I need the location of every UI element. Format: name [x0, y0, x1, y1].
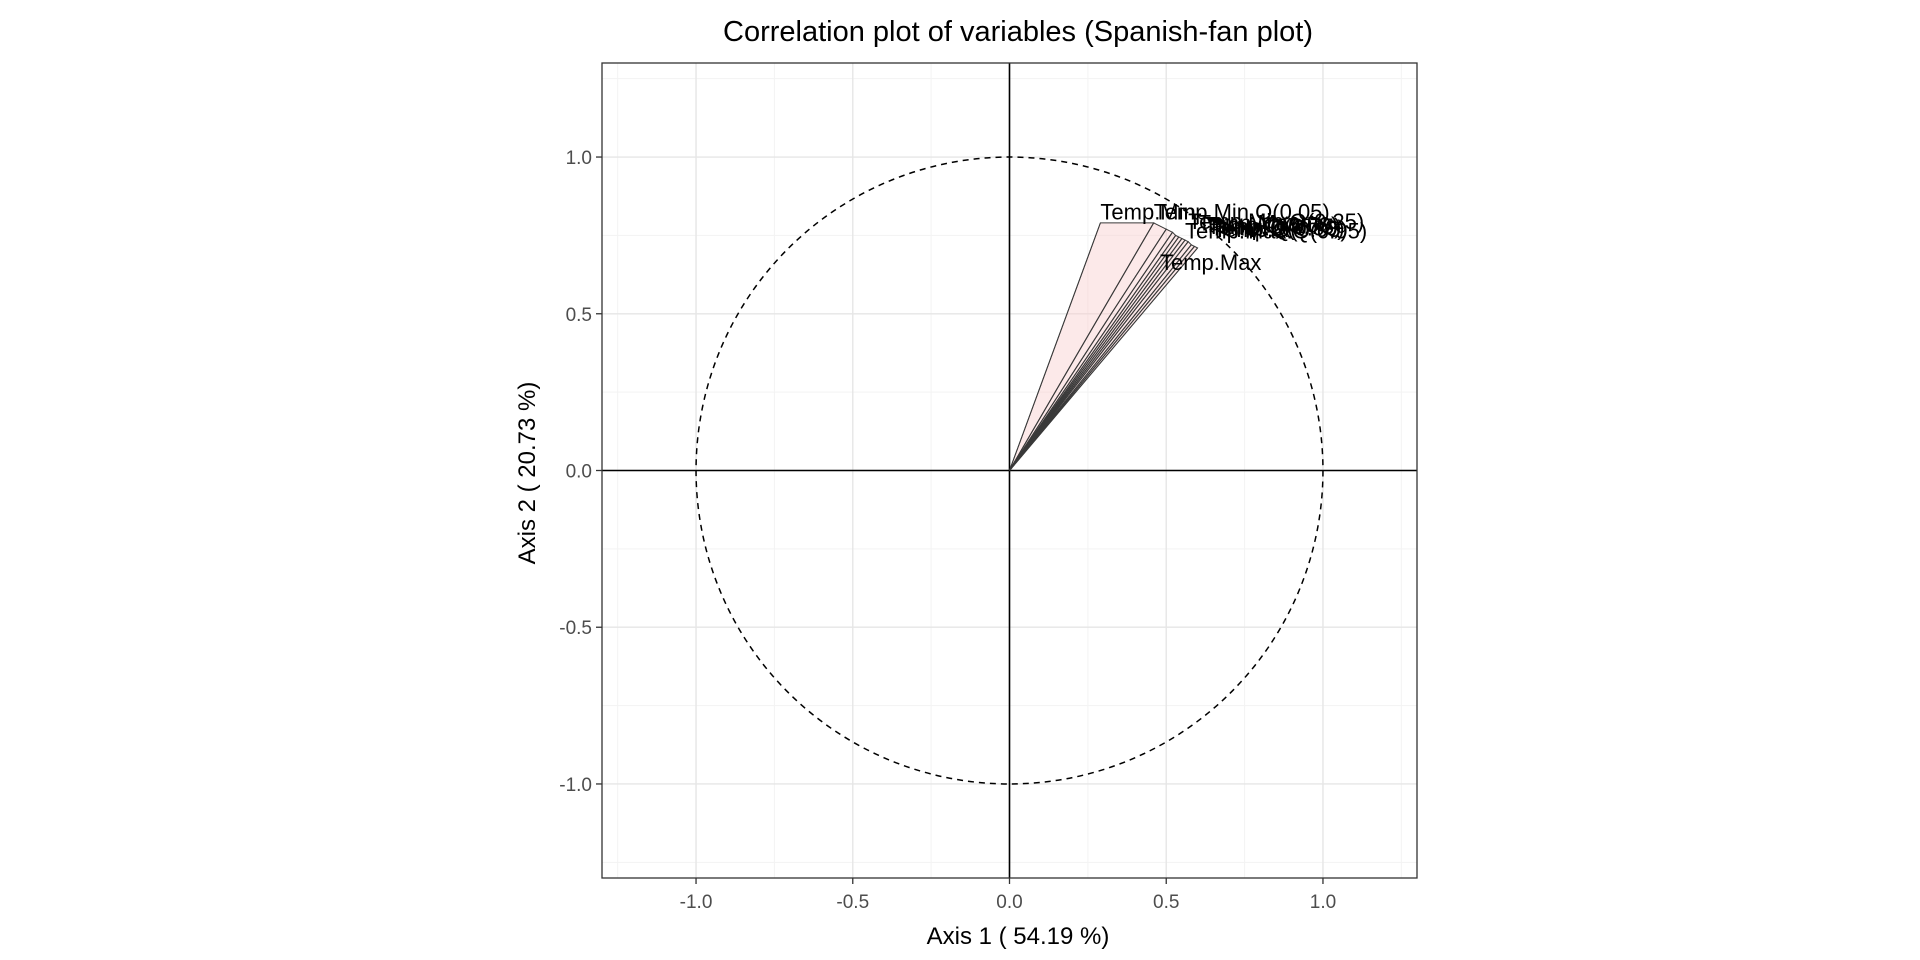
variable-label: Temp.Mean [1198, 211, 1313, 236]
unit-circle [695, 156, 1324, 785]
variable-vector [1009, 222, 1101, 471]
variable-labels: Temp.MinTemp.Min.Q(0.05)Temp.Min.Q(0.25)… [1100, 200, 1367, 275]
variable-vector [1009, 235, 1177, 471]
variable-vector [1009, 231, 1173, 471]
y-tick-label: 1.0 [566, 148, 592, 169]
variable-vector [1009, 247, 1198, 471]
x-tick-label: 0.0 [996, 892, 1022, 913]
variable-label: Temp.Min [1100, 200, 1195, 225]
variable-vector [1009, 246, 1195, 471]
variable-vector [1009, 241, 1189, 471]
x-tick-label: -0.5 [836, 892, 869, 913]
variable-vector [1009, 236, 1180, 471]
variable-vector [1009, 244, 1192, 471]
y-tick-label: 0.0 [566, 462, 592, 483]
y-tick-label: -0.5 [559, 618, 592, 639]
unit-circle-layer [695, 156, 1324, 785]
y-axis-ticks: -1.0 -0.5 0.0 0.5 1.0 [559, 148, 602, 796]
variable-vector [1009, 228, 1167, 471]
chart-title: Correlation plot of variables (Spanish-f… [723, 16, 1313, 48]
variable-vector [1009, 238, 1183, 471]
y-tick-label: -1.0 [559, 775, 592, 796]
x-tick-label: 1.0 [1310, 892, 1336, 913]
variable-label: Temp.Max.Q(0.95) [1185, 219, 1367, 244]
x-tick-label: 0.5 [1153, 892, 1179, 913]
x-axis-title: Axis 1 ( 54.19 %) [927, 923, 1110, 950]
variable-label: Temp.Min.Q(0.25) [1188, 209, 1364, 234]
y-axis-title: Axis 2 ( 20.73 %) [514, 382, 541, 565]
variable-vector [1009, 222, 1155, 471]
variable-label: Temp.Q(0.75) [1207, 214, 1342, 239]
variable-label: Temp.Q(0.50) [1204, 212, 1339, 237]
x-axis-ticks: -1.0 -0.5 0.0 0.5 1.0 [680, 878, 1336, 913]
variable-label: Temp.Min.Q(0.05) [1154, 200, 1330, 225]
variable-label: Temp.Max [1160, 250, 1261, 275]
variable-vector [1009, 239, 1186, 471]
y-tick-label: 0.5 [566, 305, 592, 326]
x-tick-label: -1.0 [680, 892, 713, 913]
variable-label: Temp.Q(0.90) [1210, 215, 1345, 240]
variable-label: Temp.Q(0.95) [1213, 217, 1348, 242]
fan-wedges [1009, 222, 1199, 471]
